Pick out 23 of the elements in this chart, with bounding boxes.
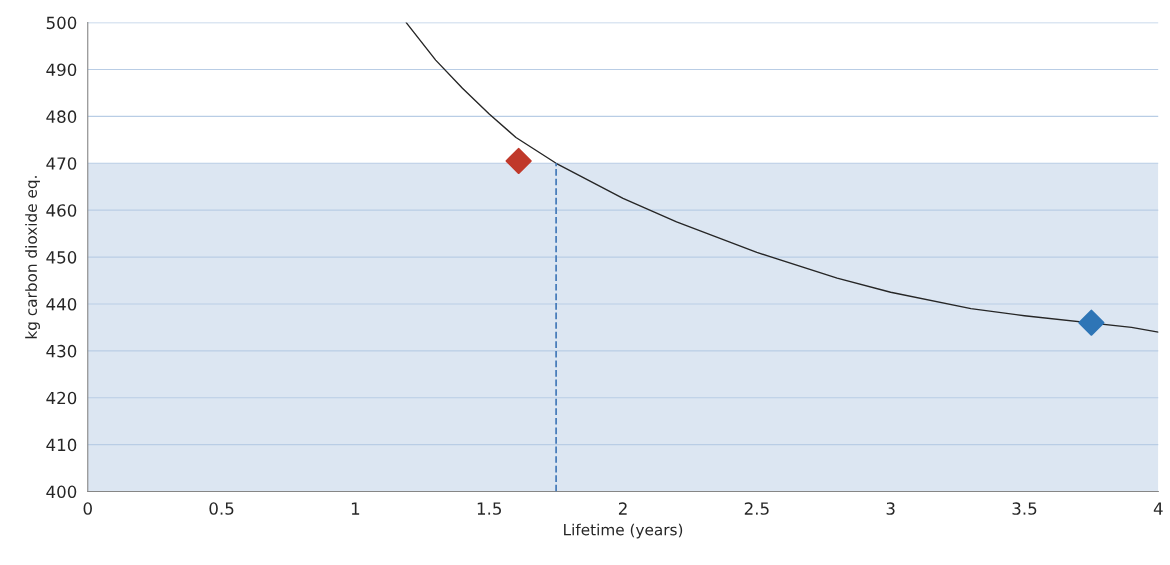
x-axis-title: Lifetime (years) bbox=[564, 523, 683, 539]
y-tick-label: 430 bbox=[46, 344, 77, 358]
x-tick-label: 4 bbox=[1153, 502, 1163, 515]
x-tick-label: 2 bbox=[618, 502, 627, 515]
x-tick-label: 3.5 bbox=[1012, 502, 1037, 515]
y-axis-title: kg carbon dioxide eq. bbox=[25, 176, 40, 339]
y-tick-label: 420 bbox=[46, 391, 77, 405]
x-tick-label: 3 bbox=[886, 502, 895, 515]
y-tick-label: 410 bbox=[46, 438, 77, 452]
y-tick-label: 470 bbox=[46, 157, 77, 170]
y-tick-label: 400 bbox=[46, 485, 77, 499]
y-tick-label: 480 bbox=[46, 110, 77, 123]
y-tick-label: 460 bbox=[46, 204, 77, 217]
x-tick-label: 1 bbox=[351, 502, 360, 515]
x-tick-label: 0.5 bbox=[209, 502, 234, 515]
y-tick-label: 440 bbox=[46, 297, 77, 311]
y-tick-label: 450 bbox=[46, 251, 77, 264]
x-tick-label: 0 bbox=[83, 502, 92, 515]
line-series bbox=[405, 22, 1159, 333]
x-tick-label: 2.5 bbox=[744, 502, 769, 515]
y-tick-label: 490 bbox=[46, 63, 77, 77]
x-tick-label: 1.5 bbox=[477, 502, 501, 515]
y-tick-label: 500 bbox=[46, 16, 77, 30]
